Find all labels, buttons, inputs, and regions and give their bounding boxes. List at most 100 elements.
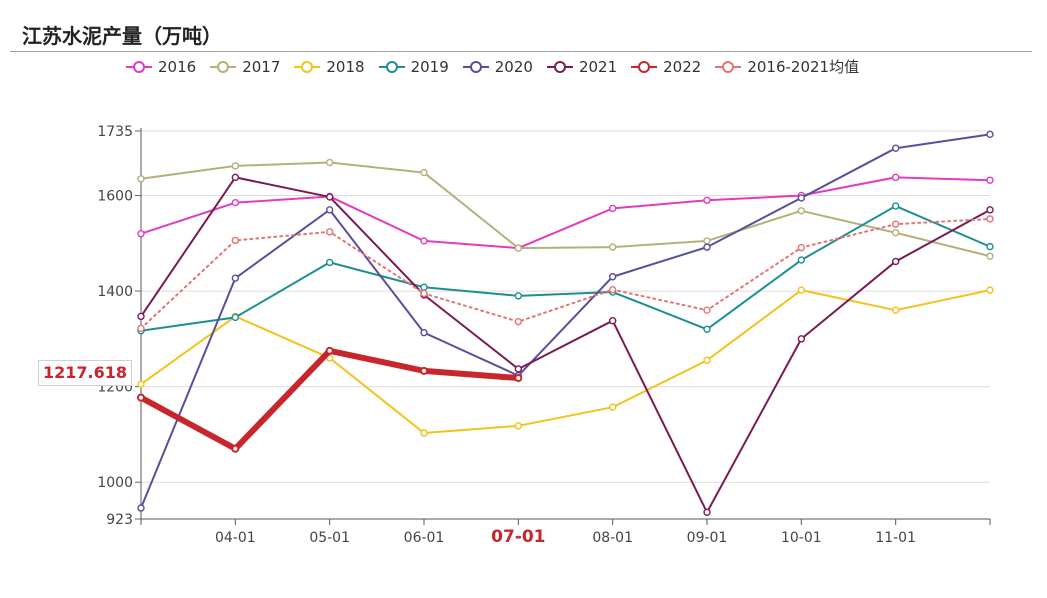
data-point-avg — [420, 289, 428, 298]
series-line-avg — [140, 217, 991, 330]
series-line-2017 — [140, 161, 991, 258]
data-point-avg — [514, 317, 523, 326]
legend-item-2020[interactable]: 2020 — [462, 57, 533, 76]
data-point-2021 — [608, 316, 617, 325]
series-line-2020 — [140, 133, 991, 510]
data-point-2017 — [608, 243, 617, 251]
legend-label: 2019 — [410, 57, 449, 76]
data-point-avg — [325, 228, 334, 236]
data-point-2016 — [608, 204, 617, 213]
y-tick-label: 923 — [106, 512, 133, 528]
legend-label: 2016-2021均值 — [747, 58, 860, 76]
data-point-avg — [986, 215, 994, 223]
legend-line-icon — [126, 60, 152, 73]
data-point-2019 — [891, 202, 900, 210]
legend-item-2019[interactable]: 2019 — [378, 57, 449, 76]
legend-item-2022[interactable]: 2022 — [631, 58, 701, 76]
data-point-2022 — [514, 374, 523, 383]
legend-label: 2021 — [578, 57, 618, 76]
data-point-2016 — [986, 176, 994, 184]
data-point-2018 — [891, 306, 900, 314]
data-point-2021 — [514, 365, 523, 373]
data-point-2021 — [325, 193, 334, 201]
y-tick-label: 1735 — [97, 124, 133, 140]
data-point-2019 — [420, 283, 428, 291]
data-point-2018 — [797, 286, 806, 294]
data-point-2021 — [891, 257, 900, 266]
legend-line-icon — [715, 60, 742, 73]
y-tick-label: 1400 — [97, 284, 133, 300]
legend-label: 2016 — [158, 57, 197, 76]
data-point-2019 — [797, 256, 806, 264]
data-point-2022 — [231, 444, 240, 453]
data-point-2021 — [137, 312, 145, 321]
legend-item-2016[interactable]: 2016 — [126, 58, 196, 76]
data-point-2016 — [891, 173, 900, 182]
x-tick-label: 10-01 — [781, 530, 822, 546]
data-point-2018 — [514, 422, 523, 430]
data-point-2016 — [231, 198, 240, 207]
data-point-2018 — [608, 403, 617, 411]
data-point-2020 — [986, 130, 994, 139]
data-point-2019 — [986, 242, 994, 251]
data-point-2021 — [231, 173, 240, 182]
x-tick-label: 07-01 — [491, 527, 545, 547]
data-point-2021 — [986, 206, 994, 214]
legend-label: 2017 — [242, 57, 281, 76]
x-tick-label: 08-01 — [592, 530, 633, 546]
data-point-2020 — [420, 328, 428, 337]
data-point-2022 — [137, 393, 145, 402]
data-point-2022 — [325, 346, 334, 355]
legend-line-icon — [631, 60, 658, 73]
data-point-avg — [231, 236, 240, 245]
legend-label: 2018 — [326, 57, 365, 76]
legend-item-2018[interactable]: 2018 — [294, 57, 365, 76]
data-point-2017 — [703, 237, 711, 245]
x-tick-label: 09-01 — [687, 530, 728, 546]
y-tick-label: 1000 — [97, 475, 133, 491]
data-point-avg — [797, 243, 806, 252]
data-point-2020 — [231, 274, 240, 282]
legend-item-2021[interactable]: 2021 — [546, 57, 618, 76]
title-divider — [10, 51, 1032, 52]
data-point-2018 — [703, 356, 711, 365]
legend-item-avg[interactable]: 2016-2021均值 — [715, 56, 859, 77]
data-point-2018 — [137, 380, 145, 388]
legend-line-icon — [294, 60, 321, 73]
data-point-avg — [137, 324, 145, 333]
data-point-avg — [891, 220, 900, 228]
data-point-2016 — [137, 230, 145, 238]
data-point-2017 — [986, 252, 994, 260]
data-point-2020 — [891, 144, 900, 152]
x-tick-label: 04-01 — [215, 530, 256, 546]
x-tick-label: 05-01 — [309, 530, 350, 546]
tooltip-value-label: 1217.618 — [38, 360, 133, 386]
data-point-2016 — [420, 237, 428, 245]
data-point-2021 — [797, 335, 806, 343]
series-line-2022 — [138, 347, 522, 452]
legend-item-2017[interactable]: 2017 — [210, 58, 280, 76]
data-point-2022 — [420, 366, 428, 375]
data-point-2021 — [703, 508, 711, 517]
legend-line-icon — [546, 60, 573, 73]
data-point-avg — [608, 285, 617, 294]
data-point-2016 — [703, 196, 711, 204]
data-point-avg — [703, 306, 711, 314]
series-line-2021 — [140, 176, 991, 514]
data-point-2020 — [703, 243, 711, 251]
legend-label: 2022 — [663, 57, 702, 76]
x-tick-label: 06-01 — [404, 530, 445, 546]
data-point-2020 — [608, 273, 617, 281]
data-point-2017 — [420, 168, 428, 177]
data-point-2020 — [137, 504, 145, 512]
legend-label: 2020 — [494, 57, 533, 76]
series-line-2016 — [140, 176, 991, 250]
series-line-2019 — [140, 205, 991, 332]
data-point-2017 — [325, 158, 334, 167]
data-point-2018 — [986, 286, 994, 294]
x-tick-label: 11-01 — [875, 530, 916, 546]
legend: 2016 2017 2018 2019 2020 2021 2022 2016-2021均值 — [126, 56, 873, 77]
data-point-2017 — [514, 244, 523, 252]
legend-line-icon — [210, 60, 237, 73]
legend-line-icon — [378, 60, 405, 73]
